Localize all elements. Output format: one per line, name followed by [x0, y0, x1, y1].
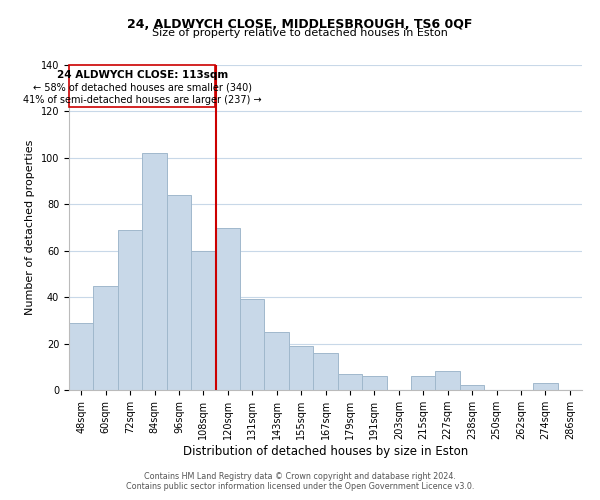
Bar — [411, 376, 436, 390]
Text: 24, ALDWYCH CLOSE, MIDDLESBROUGH, TS6 0QF: 24, ALDWYCH CLOSE, MIDDLESBROUGH, TS6 0Q… — [127, 18, 473, 30]
Bar — [167, 195, 191, 390]
Bar — [460, 386, 484, 390]
Text: 24 ALDWYCH CLOSE: 113sqm: 24 ALDWYCH CLOSE: 113sqm — [56, 70, 228, 81]
Bar — [69, 322, 94, 390]
Bar — [289, 346, 313, 390]
FancyBboxPatch shape — [70, 65, 215, 107]
Bar — [265, 332, 289, 390]
Text: 41% of semi-detached houses are larger (237) →: 41% of semi-detached houses are larger (… — [23, 94, 262, 104]
Bar — [240, 300, 265, 390]
Bar — [436, 372, 460, 390]
Bar — [362, 376, 386, 390]
Bar — [338, 374, 362, 390]
Text: Contains public sector information licensed under the Open Government Licence v3: Contains public sector information licen… — [126, 482, 474, 491]
X-axis label: Distribution of detached houses by size in Eston: Distribution of detached houses by size … — [183, 445, 468, 458]
Bar — [142, 153, 167, 390]
Text: Size of property relative to detached houses in Eston: Size of property relative to detached ho… — [152, 28, 448, 38]
Bar — [533, 383, 557, 390]
Y-axis label: Number of detached properties: Number of detached properties — [25, 140, 35, 315]
Bar — [215, 228, 240, 390]
Bar — [118, 230, 142, 390]
Bar — [94, 286, 118, 390]
Bar — [191, 250, 215, 390]
Bar — [313, 353, 338, 390]
Text: ← 58% of detached houses are smaller (340): ← 58% of detached houses are smaller (34… — [33, 83, 252, 93]
Text: Contains HM Land Registry data © Crown copyright and database right 2024.: Contains HM Land Registry data © Crown c… — [144, 472, 456, 481]
